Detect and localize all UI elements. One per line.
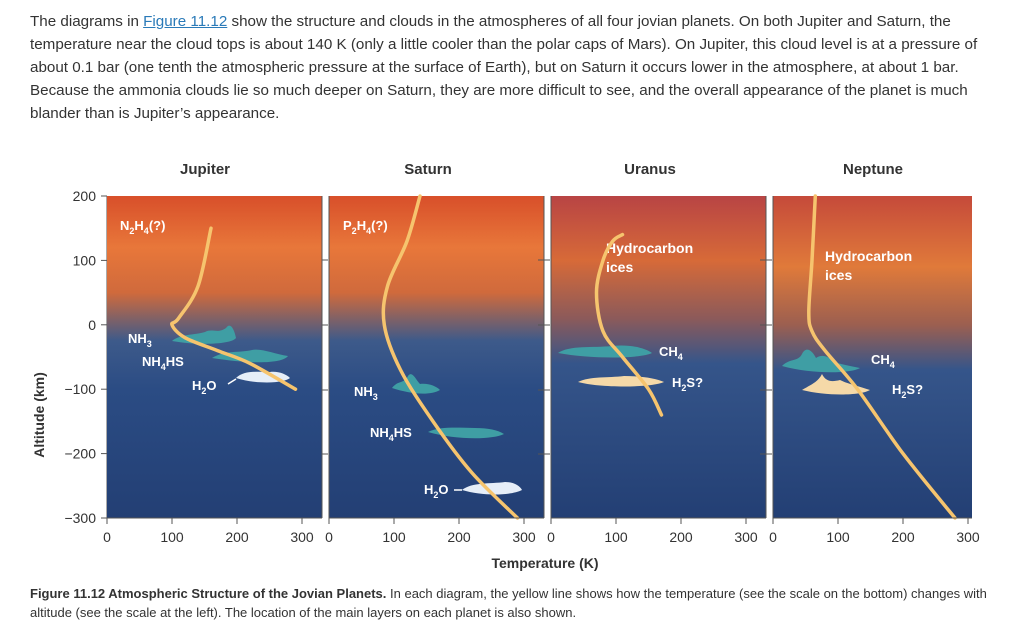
x-tick-label: 200 xyxy=(669,529,693,545)
temperature-profile-neptune xyxy=(807,194,957,520)
intro-text-after: show the structure and clouds in the atm… xyxy=(30,13,978,122)
panel-title-uranus: Uranus xyxy=(624,161,676,178)
x-tick-label: 100 xyxy=(604,529,628,545)
h2o-cloud xyxy=(462,482,522,495)
label-hydrocarbon-ices: Hydrocarbon ices xyxy=(606,240,693,275)
x-tick-label: 0 xyxy=(547,529,555,545)
intro-text-before: The diagrams in xyxy=(30,13,144,30)
temperature-profile-jupiter xyxy=(170,226,298,391)
figure-link[interactable]: Figure 11.12 xyxy=(143,13,228,30)
y-axis: 200 100 0 −100 −200 −300 xyxy=(64,188,108,526)
nh4hs-cloud xyxy=(212,349,288,363)
figure-caption: Figure 11.12 Atmospheric Structure of th… xyxy=(30,584,995,622)
label-nh3: NH3 xyxy=(128,331,152,349)
panel-title-neptune: Neptune xyxy=(843,161,903,178)
label-h2s: H2S? xyxy=(892,382,923,400)
x-tick-label: 300 xyxy=(734,529,758,545)
x-tick-label: 0 xyxy=(325,529,333,545)
y-tick-label: 0 xyxy=(88,317,96,333)
y-tick-label: −100 xyxy=(64,381,96,397)
y-axis-label: Altitude (km) xyxy=(31,372,47,458)
h2s-cloud xyxy=(802,374,870,395)
x-tick-label: 100 xyxy=(826,529,850,545)
panel-saturn: Saturn P2H4(?) NH3 NH4HS H2O xyxy=(328,161,550,520)
x-tick-label: 0 xyxy=(769,529,777,545)
panel-title-saturn: Saturn xyxy=(404,161,452,178)
panel-uranus: Uranus Hydrocarbon ices CH4 H2S? xyxy=(550,161,772,518)
x-tick-label: 0 xyxy=(103,529,111,545)
caption-text: In each diagram, the yellow line shows h… xyxy=(30,586,987,620)
temperature-profile-saturn xyxy=(381,194,520,520)
label-p2h4: P2H4(?) xyxy=(343,218,388,236)
x-tick-label: 100 xyxy=(382,529,406,545)
caption-title: Figure 11.12 Atmospheric Structure of th… xyxy=(30,586,387,601)
label-h2o: H2O xyxy=(424,482,449,500)
label-h2s: H2S? xyxy=(672,375,703,393)
label-ch4: CH4 xyxy=(871,352,895,370)
label-hydrocarbon-ices: Hydrocarbon ices xyxy=(825,248,912,283)
x-tick-label: 200 xyxy=(891,529,915,545)
panel-jupiter: Jupiter N2H4(?) NH3 NH4HS H2O xyxy=(107,161,328,518)
label-nh3: NH3 xyxy=(354,384,378,402)
intro-paragraph: The diagrams in Figure 11.12 show the st… xyxy=(30,10,995,125)
x-tick-label: 300 xyxy=(512,529,536,545)
temperature-profile-uranus xyxy=(594,232,664,417)
label-n2h4: N2H4(?) xyxy=(120,218,165,236)
label-nh4hs: NH4HS xyxy=(142,354,184,372)
y-tick-label: −300 xyxy=(64,510,96,526)
label-h2o: H2O xyxy=(192,378,217,396)
y-tick-label: 100 xyxy=(73,252,97,268)
atmosphere-figure: Altitude (km) 200 100 0 −100 −200 −300 Jupite… xyxy=(31,161,980,571)
label-ch4: CH4 xyxy=(659,344,683,362)
y-tick-label: 200 xyxy=(73,188,97,204)
nh4hs-cloud xyxy=(428,427,504,439)
panel-title-jupiter: Jupiter xyxy=(180,161,230,178)
nh3-cloud xyxy=(392,374,440,394)
panel-neptune: Neptune Hydrocarbon ices CH4 H2S? xyxy=(772,161,972,520)
ch4-cloud xyxy=(558,345,652,358)
x-tick-label: 100 xyxy=(160,529,184,545)
y-tick-label: −200 xyxy=(64,446,96,462)
label-nh4hs: NH4HS xyxy=(370,425,412,443)
x-tick-label: 200 xyxy=(225,529,249,545)
x-axes: 0 100 200 300 0 100 200 300 0 100 200 300 0 100 200 300 xyxy=(103,517,980,545)
x-tick-label: 200 xyxy=(447,529,471,545)
x-tick-label: 300 xyxy=(290,529,314,545)
x-axis-label: Temperature (K) xyxy=(491,555,598,571)
x-tick-label: 300 xyxy=(956,529,980,545)
